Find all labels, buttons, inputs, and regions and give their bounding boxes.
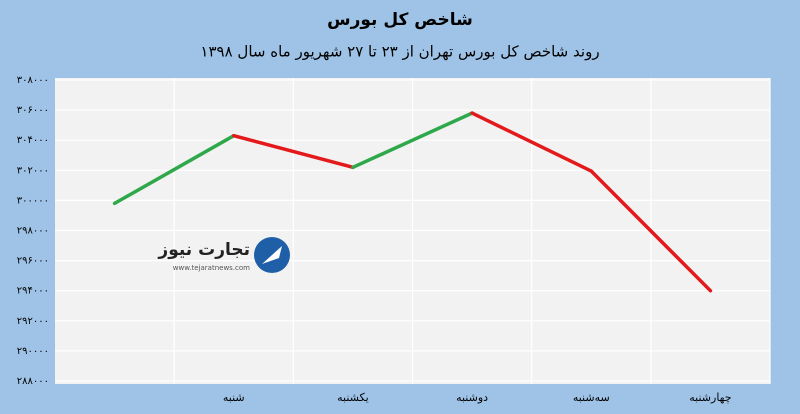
logo: تجارت نیوز www.tejaratnews.com — [157, 237, 290, 273]
line-segment — [470, 111, 593, 173]
y-tick-label: ۲۹۸۰۰۰ — [17, 226, 49, 237]
y-tick-label: ۲۹۰۰۰۰ — [17, 346, 49, 357]
y-tick-label: ۳۰۰۰۰۰ — [17, 195, 49, 206]
x-tick-label: شنبه — [223, 391, 245, 404]
x-tick-label: دوشنبه — [456, 391, 488, 404]
y-tick-label: ۲۸۸۰۰۰ — [17, 376, 49, 387]
logo-url: www.tejaratnews.com — [173, 264, 250, 272]
y-tick-label: ۳۰۸۰۰۰ — [17, 75, 49, 86]
y-tick-label: ۲۹۶۰۰۰ — [17, 256, 49, 267]
x-tick-label: یکشنبه — [337, 391, 369, 404]
x-tick-label: چهارشنبه — [689, 391, 731, 404]
y-tick-label: ۲۹۴۰۰۰ — [17, 286, 49, 297]
y-tick-label: ۲۹۲۰۰۰ — [17, 316, 49, 327]
logo-name: تجارت نیوز — [157, 240, 250, 260]
y-tick-label: ۳۰۲۰۰۰ — [17, 165, 49, 176]
chart-subtitle: روند شاخص کل بورس تهران از ۲۳ تا ۲۷ شهری… — [200, 43, 599, 61]
line-segment — [589, 169, 713, 293]
line-segment — [351, 111, 474, 170]
y-tick-label: ۳۰۶۰۰۰ — [17, 105, 49, 116]
logo-arrow — [262, 246, 282, 264]
line-segment — [232, 133, 355, 170]
x-tick-label: سه‌شنبه — [573, 391, 610, 404]
chart-title: شاخص کل بورس — [327, 10, 473, 30]
y-tick-label: ۳۰۴۰۰۰ — [17, 135, 49, 146]
line-segment — [112, 133, 236, 206]
